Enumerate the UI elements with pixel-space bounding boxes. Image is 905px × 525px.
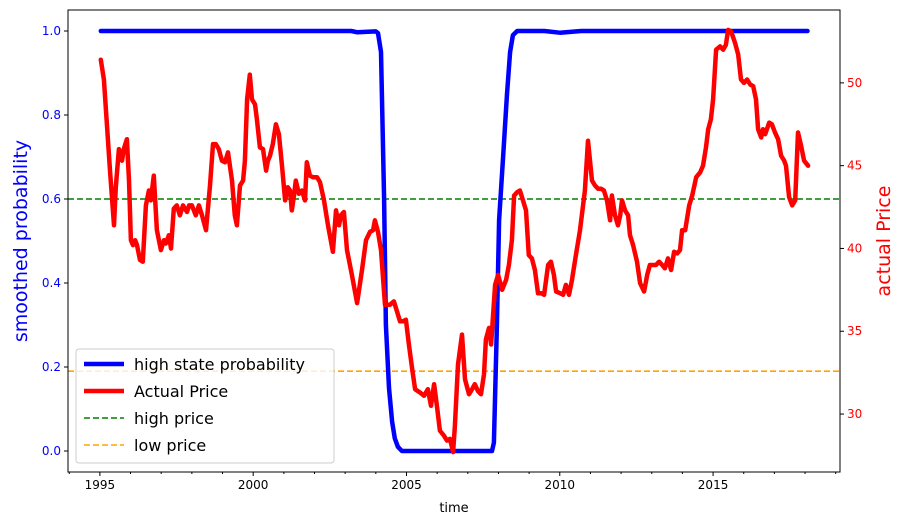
x-tick-label: 2000 xyxy=(238,478,269,492)
legend-label: Actual Price xyxy=(134,382,228,401)
probability-series-line xyxy=(98,28,810,454)
y-left-tick-label: 0.6 xyxy=(42,192,61,206)
x-axis-label: time xyxy=(439,501,468,516)
y-left-tick-label: 0.0 xyxy=(42,444,61,458)
y-right-tick-label: 30 xyxy=(847,407,862,421)
y-right-tick-label: 40 xyxy=(847,241,862,255)
y-right-tick-label: 35 xyxy=(847,324,862,338)
y-right-tick-label: 50 xyxy=(847,76,862,90)
price-series-line xyxy=(98,27,811,455)
x-tick-label: 2005 xyxy=(391,478,422,492)
y-left-axis-label: smoothed probability xyxy=(10,140,32,342)
x-tick-label: 2010 xyxy=(545,478,576,492)
axes: 1995 2000 2005 2010 2015 0.0 0.2 0.4 0.6 0.8 1.0 30… xyxy=(42,9,862,492)
y-left-tick-label: 0.8 xyxy=(42,108,61,122)
legend: high state probability Actual Price high… xyxy=(75,348,335,464)
y-left-tick-label: 0.4 xyxy=(42,276,61,290)
y-left-tick-label: 0.2 xyxy=(42,360,61,374)
legend-label: high price xyxy=(134,409,214,428)
plot-frame xyxy=(67,9,841,473)
legend-label: low price xyxy=(134,436,206,455)
legend-label: high state probability xyxy=(134,355,305,374)
x-tick-label: 1995 xyxy=(85,478,116,492)
y-right-tick-label: 45 xyxy=(847,159,862,173)
x-tick-label: 2015 xyxy=(698,478,729,492)
y-right-axis-label: actual Price xyxy=(873,186,895,297)
y-left-tick-label: 1.0 xyxy=(42,24,61,38)
